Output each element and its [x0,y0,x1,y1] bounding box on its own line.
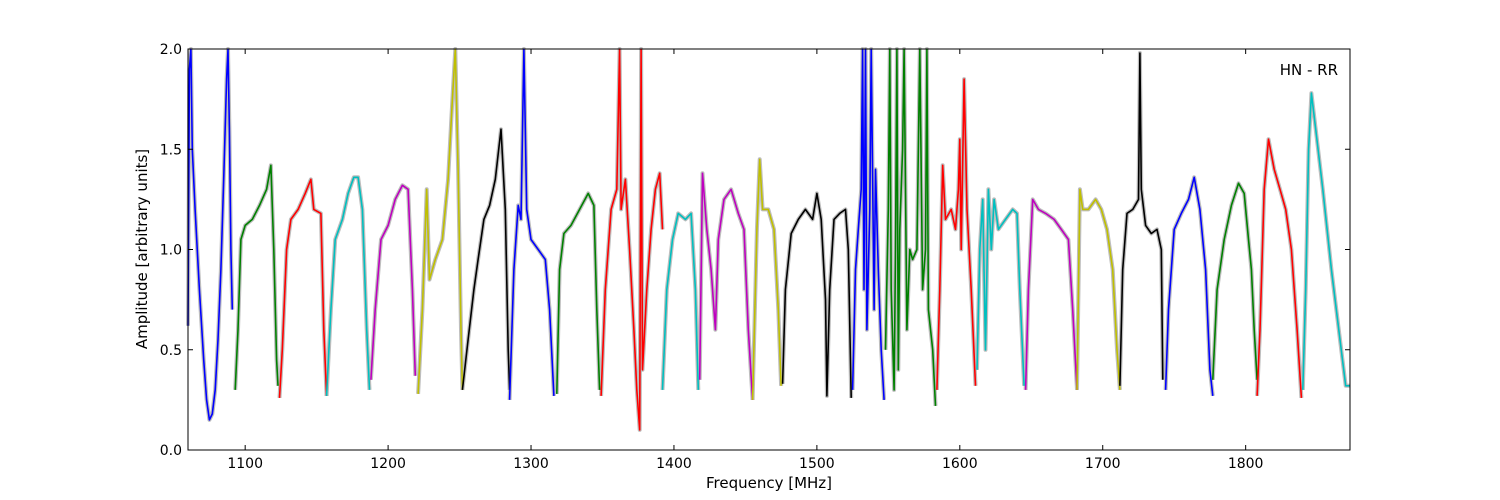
y-tick-label: 1.0 [160,243,182,259]
series-line-21 [1119,52,1164,386]
series-line-11 [661,212,700,390]
series-line-7 [461,128,511,390]
x-tick-label: 1400 [656,456,692,472]
series-line-12 [698,172,754,400]
y-tick-label: 2.0 [160,42,182,58]
y-tick-label: 1.5 [160,142,182,158]
series-line-20 [1076,188,1121,390]
series-line-9 [556,192,601,394]
x-tick-label: 1700 [1085,456,1121,472]
series-line-2 [234,164,279,390]
series-line-24 [1256,138,1303,398]
series-line-10 [600,48,664,431]
series-line-3 [278,178,328,398]
series-line-14 [781,192,852,398]
annotation-label: HN - RR [1280,61,1338,79]
series-line-25 [1302,92,1350,390]
y-axis-label: Amplitude [arbitrary units] [133,149,151,349]
series-line-22 [1164,176,1214,396]
x-tick-label: 1600 [942,456,978,472]
x-tick-label: 1100 [227,456,263,472]
series-line-4 [325,176,371,396]
x-axis-label: Frequency [MHz] [706,474,832,492]
series-line-23 [1212,182,1258,380]
series-line-6 [417,48,464,394]
x-tick-label: 1500 [799,456,835,472]
series-line-15 [851,48,885,400]
y-tick-label: 0.0 [160,443,182,459]
series-line-17 [936,78,977,390]
series-line-13 [751,158,782,400]
ticks-layer: 1100 1200 1300 1400 1500 1600 1700 1800 0.0 0.5 1.… [160,42,1350,472]
series-line-5 [370,184,417,380]
x-tick-label: 1300 [513,456,549,472]
y-tick-label: 0.5 [160,343,182,359]
x-tick-label: 1800 [1228,456,1264,472]
series-line-18 [976,188,1025,386]
series-line-19 [1024,198,1078,390]
series-line-8 [508,48,555,400]
x-tick-label: 1200 [370,456,406,472]
series-line-16 [884,48,937,406]
